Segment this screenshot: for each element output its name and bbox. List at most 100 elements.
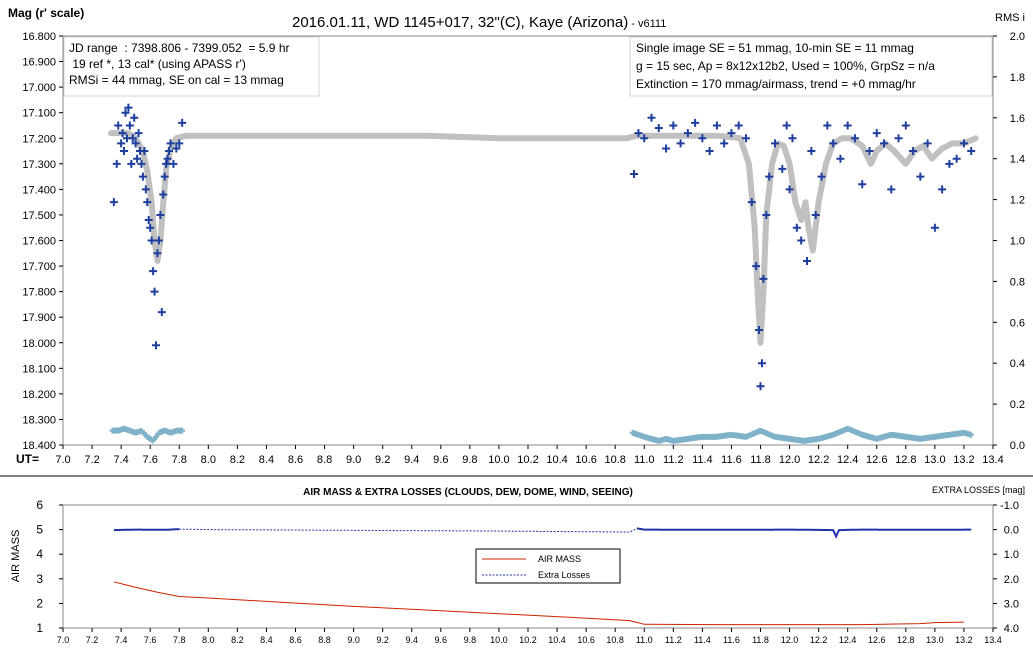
observed-point [109, 198, 118, 207]
bottom-x-tick-label: 7.2 [86, 635, 99, 645]
top-y-tick-label: 18.100 [22, 363, 56, 375]
info-right-line-2: g = 15 sec, Ap = 8x12x12b2, Used = 100%,… [636, 59, 935, 73]
bottom-x-tick-label: 7.4 [115, 635, 128, 645]
top-x-tick-label: 9.8 [462, 454, 477, 466]
observed-point [127, 159, 136, 168]
top-y2-tick-label: 0.6 [1010, 317, 1025, 329]
bottom-x-tick-label: 13.0 [926, 635, 944, 645]
top-x-tick-label: 10.6 [575, 454, 596, 466]
observed-point [138, 172, 147, 181]
observed-point [120, 147, 129, 156]
top-xlabel: UT= [16, 452, 39, 466]
bottom-x-tick-label: 9.8 [464, 635, 477, 645]
top-y-tick-label: 16.800 [22, 31, 56, 43]
top-x-tick-label: 13.4 [982, 454, 1003, 466]
observed-point [124, 103, 133, 112]
observed-point [757, 359, 766, 368]
bottom-x-tick-label: 8.4 [260, 635, 273, 645]
bottom-x-tick-label: 12.4 [839, 635, 857, 645]
bottom-x-tick-label: 7.6 [144, 635, 157, 645]
bottom-x-tick-label: 8.6 [289, 635, 302, 645]
observed-point [118, 129, 127, 138]
observed-point [938, 185, 947, 194]
observed-point [165, 147, 174, 156]
airmass-line [113, 581, 964, 626]
top-x-tick-label: 8.0 [201, 454, 216, 466]
top-y-tick-label: 16.900 [22, 57, 56, 69]
observed-point [782, 121, 791, 130]
observed-point [843, 121, 852, 130]
observed-point [128, 134, 137, 143]
legend-label-losses: Extra Losses [538, 570, 591, 580]
bottom-x-tick-label: 11.8 [752, 635, 769, 645]
top-x-tick-label: 10.8 [604, 454, 625, 466]
observed-point [930, 223, 939, 232]
observed-point [756, 382, 765, 391]
observed-point [130, 113, 139, 122]
top-y2-tick-label: 1.2 [1010, 195, 1025, 207]
bottom-x-tick-label: 8.2 [231, 635, 244, 645]
top-y-tick-label: 17.300 [22, 159, 56, 171]
observed-point [166, 139, 175, 148]
info-box-right [629, 36, 993, 97]
top-x-tick-label: 11.0 [634, 454, 655, 466]
bottom-x-tick-label: 9.4 [405, 635, 418, 645]
observed-point [125, 121, 134, 130]
top-title-suffix: - v6111 [628, 18, 666, 30]
observed-point [163, 154, 172, 163]
top-x-tick-label: 12.0 [779, 454, 800, 466]
observed-point [872, 129, 881, 138]
observed-point [647, 113, 656, 122]
bottom-x-tick-label: 13.2 [955, 635, 973, 645]
top-y2-tick-label: 1.6 [1010, 113, 1025, 125]
top-x-tick-label: 8.4 [259, 454, 274, 466]
bottom-x-tick-label: 9.0 [347, 635, 360, 645]
info-left-line-3: RMSi = 44 mmag, SE on cal = 13 mmag [69, 73, 284, 87]
legend-box [475, 548, 621, 584]
top-x-tick-label: 8.2 [230, 454, 245, 466]
observed-point [156, 210, 165, 219]
top-y-tick-label: 17.000 [22, 82, 56, 94]
observed-point [157, 308, 166, 317]
observed-point [149, 267, 158, 276]
top-x-tick-label: 13.2 [953, 454, 974, 466]
bottom-series-layer [113, 527, 972, 626]
observed-point [175, 139, 184, 148]
observed-point [909, 147, 918, 156]
top-y-axis: 16.800 16.900 17.000 17.100 17.200 17.300 17.4… [22, 31, 63, 452]
top-x-tick-label: 10.0 [488, 454, 509, 466]
top-x-tick-label: 11.2 [663, 454, 684, 466]
top-x-tick-label: 12.8 [895, 454, 916, 466]
observed-point [803, 256, 811, 265]
observed-point [634, 129, 643, 138]
observed-point [676, 139, 685, 148]
top-x-tick-label: 8.6 [288, 454, 303, 466]
bottom-x-tick-label: 10.2 [519, 635, 537, 645]
bottom-y-tick-label: 5 [36, 523, 43, 537]
top-x-tick-label: 10.4 [546, 454, 567, 466]
observed-point [923, 139, 932, 148]
observed-point [150, 287, 159, 296]
observed-point [705, 147, 714, 156]
bottom-x-tick-label: 11.0 [636, 635, 653, 645]
top-y-tick-label: 17.200 [22, 133, 56, 145]
observed-point [669, 121, 678, 130]
observed-point [817, 172, 826, 181]
observed-point [901, 121, 910, 130]
bottom-x-tick-label: 9.2 [376, 635, 389, 645]
top-y2-axis: 2.0 1.8 1.6 1.4 1.2 1.0 0.8 0.6 0.4 0.2 0.0 [993, 31, 1025, 452]
bottom-x-tick-label: 12.6 [868, 635, 886, 645]
top-x-axis: 7.0 7.2 7.4 7.6 7.8 8.0 8.2 8.4 8.6 8.8 9.0 9.2 9.4 9… [55, 445, 1004, 466]
bottom-y-tick-label: 3 [36, 572, 43, 586]
observed-point [727, 129, 736, 138]
top-x-tick-label: 11.6 [721, 454, 742, 466]
bottom-x-tick-label: 10.4 [548, 635, 566, 645]
rms-point [967, 431, 974, 438]
top-ylabel-left: Mag (r' scale) [8, 6, 84, 20]
top-y-tick-label: 17.100 [22, 108, 56, 120]
observed-point [662, 144, 671, 153]
bottom-y2-axis: -1.0 0.0 1.0 2.0 3.0 4.0 [993, 500, 1019, 635]
bottom-title: AIR MASS & EXTRA LOSSES (CLOUDS, DEW, DO… [303, 487, 633, 498]
observed-point [143, 198, 152, 207]
legend-label-airmass: AIR MASS [538, 554, 581, 564]
